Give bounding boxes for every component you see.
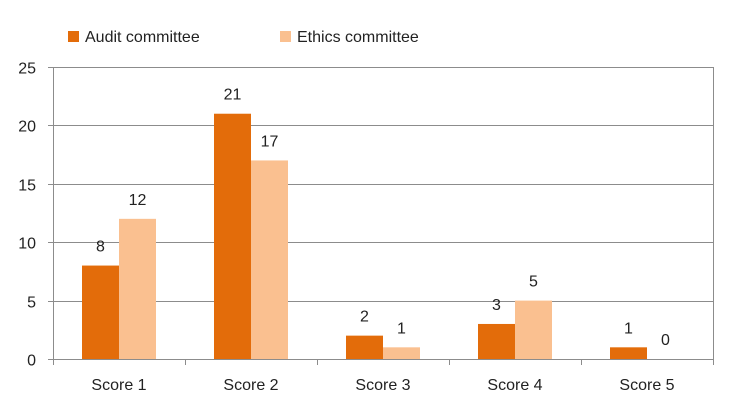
data-label: 5	[529, 274, 538, 291]
x-tick-label: Score 2	[223, 377, 278, 394]
gridlines	[53, 67, 713, 302]
legend: Audit committee Ethics committee	[68, 29, 419, 46]
legend-label-ethics: Ethics committee	[297, 29, 419, 46]
x-tick-label: Score 4	[487, 377, 542, 394]
y-tick-label: 0	[27, 353, 36, 370]
data-label: 8	[96, 239, 105, 256]
bar-audit-5	[610, 347, 647, 359]
y-tick-label: 5	[27, 295, 36, 312]
axes	[48, 67, 714, 365]
data-label: 0	[661, 332, 670, 349]
bar-ethics-1	[119, 218, 156, 359]
bar-audit-3	[346, 335, 383, 359]
x-tick-label: Score 1	[91, 377, 146, 394]
x-tick-label: Score 3	[355, 377, 410, 394]
legend-label-audit: Audit committee	[85, 29, 200, 46]
data-label: 21	[224, 87, 242, 104]
data-label: 1	[397, 320, 406, 337]
x-tick-labels: Score 1 Score 2 Score 3 Score 4 Score 5	[91, 377, 674, 394]
data-label: 1	[624, 320, 633, 337]
y-tick-label: 15	[18, 178, 36, 195]
bar-audit-2	[214, 113, 251, 359]
bar-audit-1	[82, 265, 119, 359]
legend-swatch-ethics	[280, 31, 291, 42]
y-tick-label: 10	[18, 236, 36, 253]
data-label: 2	[360, 309, 369, 326]
y-tick-label: 20	[18, 119, 36, 136]
bar-audit-4	[478, 323, 515, 359]
bar-ethics-2	[251, 160, 288, 359]
y-tick-labels: 0 5 10 15 20 25	[18, 61, 36, 370]
x-tick-label: Score 5	[619, 377, 674, 394]
bars	[82, 113, 647, 359]
data-label: 3	[492, 297, 501, 314]
data-label: 12	[129, 192, 147, 209]
legend-swatch-audit	[68, 31, 79, 42]
data-label: 17	[261, 133, 279, 150]
bar-ethics-4	[515, 300, 552, 359]
y-tick-label: 25	[18, 61, 36, 78]
bar-ethics-3	[383, 347, 420, 359]
